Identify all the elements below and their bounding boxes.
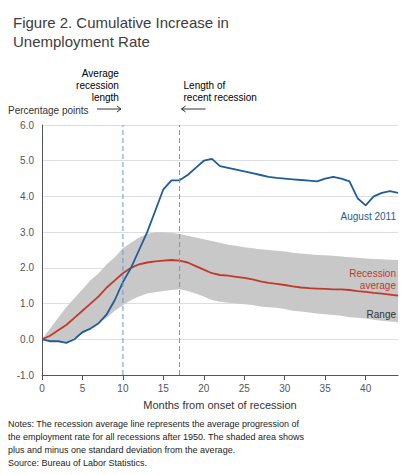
svg-text:5: 5	[80, 383, 86, 394]
svg-text:3.0: 3.0	[20, 227, 34, 238]
svg-text:Source: Bureau of Labor Statis: Source: Bureau of Labor Statistics.	[8, 458, 147, 468]
svg-text:Unemployment Rate: Unemployment Rate	[13, 33, 150, 50]
svg-text:Recession: Recession	[349, 268, 396, 279]
svg-text:plus and minus one standard de: plus and minus one standard deviation fr…	[8, 445, 235, 455]
svg-text:0.0: 0.0	[20, 334, 34, 345]
svg-text:recent recession: recent recession	[184, 92, 257, 103]
svg-text:6.0: 6.0	[20, 120, 34, 131]
svg-text:40: 40	[360, 383, 372, 394]
svg-text:0: 0	[39, 383, 45, 394]
svg-text:2.0: 2.0	[20, 262, 34, 273]
svg-text:35: 35	[320, 383, 332, 394]
svg-text:30: 30	[279, 383, 291, 394]
svg-text:10: 10	[117, 383, 129, 394]
svg-text:5.0: 5.0	[20, 155, 34, 166]
svg-text:-1.0: -1.0	[17, 370, 35, 381]
svg-text:August 2011: August 2011	[341, 211, 397, 222]
svg-text:4.0: 4.0	[20, 191, 34, 202]
svg-text:Length of: Length of	[184, 80, 226, 91]
svg-text:the employment rate for all re: the employment rate for all recessions a…	[8, 432, 304, 442]
svg-text:Figure 2. Cumulative Increase: Figure 2. Cumulative Increase in	[13, 14, 229, 31]
svg-text:recession: recession	[76, 80, 119, 91]
svg-text:Average: Average	[82, 68, 120, 79]
svg-text:15: 15	[158, 383, 170, 394]
svg-text:25: 25	[239, 383, 251, 394]
svg-text:length: length	[92, 92, 119, 103]
svg-text:Months from onset of recession: Months from onset of recession	[143, 399, 296, 411]
svg-text:Range: Range	[367, 309, 397, 320]
svg-text:1.0: 1.0	[20, 298, 34, 309]
svg-text:average: average	[360, 280, 397, 291]
svg-text:Notes: The recession average l: Notes: The recession average line repres…	[8, 419, 300, 429]
svg-text:20: 20	[198, 383, 210, 394]
svg-text:Percentage points: Percentage points	[8, 105, 89, 116]
